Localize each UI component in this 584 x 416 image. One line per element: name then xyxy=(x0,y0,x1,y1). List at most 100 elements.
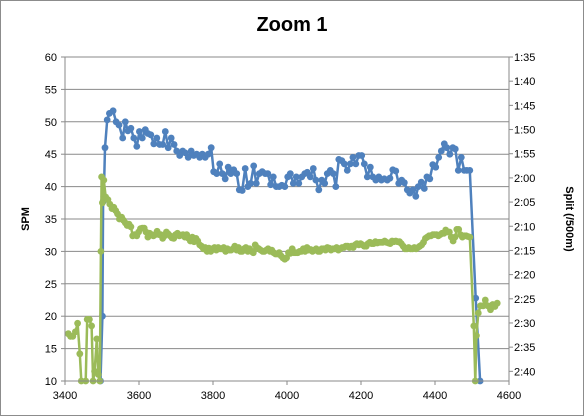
data-point xyxy=(238,187,246,194)
series-spm-green xyxy=(64,173,501,385)
y2-tick-label: 2:30 xyxy=(514,318,535,330)
data-point xyxy=(241,165,249,172)
data-point xyxy=(412,192,420,200)
y-tick-label: 25 xyxy=(45,279,57,291)
x-tick-label: 3400 xyxy=(53,390,77,402)
data-point xyxy=(119,134,127,142)
x-tick-label: 4400 xyxy=(423,390,447,402)
data-point xyxy=(204,150,212,158)
data-point xyxy=(360,160,368,168)
x-tick-label: 3600 xyxy=(127,390,151,402)
y-tick-label: 40 xyxy=(45,182,57,194)
data-point xyxy=(446,150,454,158)
y-tick-label: 35 xyxy=(45,214,57,226)
data-point xyxy=(358,152,366,159)
data-point xyxy=(315,186,323,194)
data-point xyxy=(264,170,272,178)
data-point xyxy=(346,160,354,168)
data-point xyxy=(86,316,93,323)
data-point xyxy=(386,174,394,182)
x-tick-label: 4000 xyxy=(275,390,299,402)
data-point xyxy=(99,199,106,207)
y2-tick-label: 1:45 xyxy=(514,100,535,112)
y-tick-label: 30 xyxy=(45,246,57,258)
data-point xyxy=(286,170,294,178)
y-tick-label: 45 xyxy=(45,149,57,161)
data-point xyxy=(221,175,229,183)
y-tick-label: 20 xyxy=(45,311,57,323)
data-point xyxy=(153,134,161,142)
data-point xyxy=(292,173,300,181)
data-point xyxy=(72,328,79,336)
data-point xyxy=(252,180,260,187)
y2-tick-label: 2:10 xyxy=(514,221,535,233)
data-point xyxy=(470,322,478,330)
data-point xyxy=(167,134,175,142)
data-point xyxy=(170,141,178,148)
data-point xyxy=(451,233,459,241)
data-point xyxy=(443,144,451,152)
data-point xyxy=(249,249,257,257)
data-point xyxy=(138,134,146,142)
data-point xyxy=(312,176,320,184)
y2-tick-label: 2:25 xyxy=(514,294,535,306)
data-point xyxy=(349,154,357,161)
y-tick-label: 60 xyxy=(45,52,57,64)
data-point xyxy=(127,223,135,231)
data-point xyxy=(213,170,221,178)
series-spm-blue xyxy=(97,107,484,385)
data-point xyxy=(101,144,109,152)
data-point xyxy=(207,144,215,152)
data-point xyxy=(446,228,453,236)
data-point xyxy=(218,170,226,178)
data-point xyxy=(164,144,172,152)
data-point xyxy=(100,176,108,184)
series-line xyxy=(67,175,499,383)
y-tick-label: 50 xyxy=(45,117,57,129)
y2-tick-labels: 1:35 1:40 1:45 1:50 1:55 2:00 2:05 2:10 2:15 2:20… xyxy=(514,52,535,378)
data-point xyxy=(340,160,348,168)
data-point xyxy=(115,121,123,129)
data-point xyxy=(473,332,480,339)
data-point xyxy=(472,294,480,302)
data-point xyxy=(432,163,440,171)
data-point xyxy=(216,160,224,168)
data-point xyxy=(321,180,329,187)
data-point xyxy=(426,175,434,183)
data-point xyxy=(283,254,290,262)
data-point xyxy=(109,107,117,115)
data-point xyxy=(332,183,340,191)
data-point xyxy=(97,248,105,255)
data-point xyxy=(133,143,141,150)
y-tick-label: 10 xyxy=(45,376,57,388)
data-point xyxy=(295,180,303,187)
y2-axis-title: Split (/500m) xyxy=(563,186,575,252)
x-tick-label: 4600 xyxy=(497,390,521,402)
data-point xyxy=(93,335,101,343)
data-point xyxy=(481,296,489,304)
data-point xyxy=(127,124,135,132)
data-point xyxy=(76,350,84,358)
y2-tick-label: 2:35 xyxy=(514,342,535,354)
data-point xyxy=(247,180,255,187)
data-point xyxy=(250,162,258,170)
data-point xyxy=(437,147,445,155)
data-point xyxy=(352,160,360,168)
data-point xyxy=(281,183,289,191)
data-point xyxy=(74,319,81,327)
y-tick-labels: 10 15 20 25 30 35 40 45 50 55 60 xyxy=(45,52,57,388)
y2-tick-label: 1:50 xyxy=(514,125,535,137)
y-tick-label: 55 xyxy=(45,84,57,96)
data-point xyxy=(455,226,463,233)
data-point xyxy=(420,185,428,192)
data-point xyxy=(451,145,459,153)
chart-title: Zoom 1 xyxy=(256,14,328,36)
data-point xyxy=(400,179,408,187)
data-point xyxy=(150,140,158,148)
y-tick-label: 15 xyxy=(45,344,57,356)
x-tick-label: 4200 xyxy=(349,390,373,402)
data-point xyxy=(161,128,169,135)
x-tick-label: 3800 xyxy=(201,390,225,402)
data-point xyxy=(466,167,474,174)
